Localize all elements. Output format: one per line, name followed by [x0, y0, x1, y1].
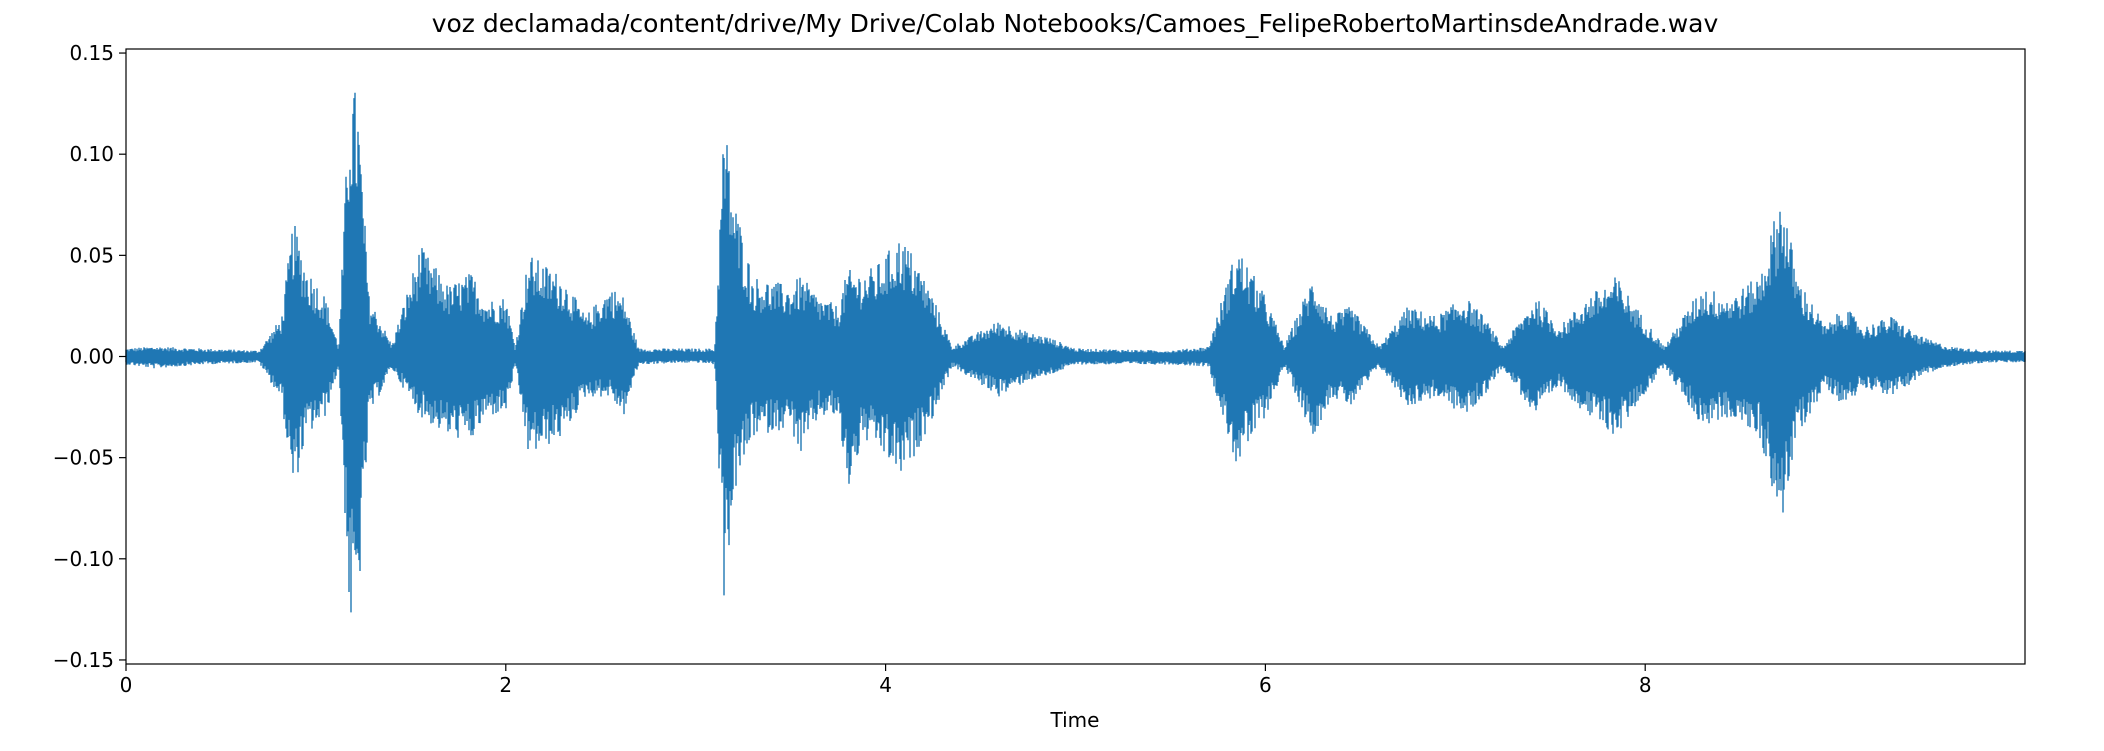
x-tick-label: 2: [499, 673, 512, 697]
y-tick-label: 0.00: [69, 345, 114, 369]
y-tick-label: −0.10: [53, 547, 114, 571]
x-tick-label: 6: [1259, 673, 1272, 697]
x-tick-label: 4: [879, 673, 892, 697]
chart-title: voz declamada/content/drive/My Drive/Col…: [432, 9, 1719, 38]
x-tick-label: 0: [120, 673, 133, 697]
y-tick-label: −0.15: [53, 648, 114, 672]
y-tick-label: −0.05: [53, 446, 114, 470]
y-tick-label: 0.05: [69, 243, 114, 267]
y-tick-label: 0.10: [69, 142, 114, 166]
axes: 0 2 4 6 8 0.15 0.10 0.05 0.00 −0.05 −0.10 −0.15: [53, 41, 2026, 697]
x-axis-label: Time: [1050, 708, 1100, 732]
x-tick-label: 8: [1639, 673, 1652, 697]
y-tick-label: 0.15: [69, 41, 114, 65]
